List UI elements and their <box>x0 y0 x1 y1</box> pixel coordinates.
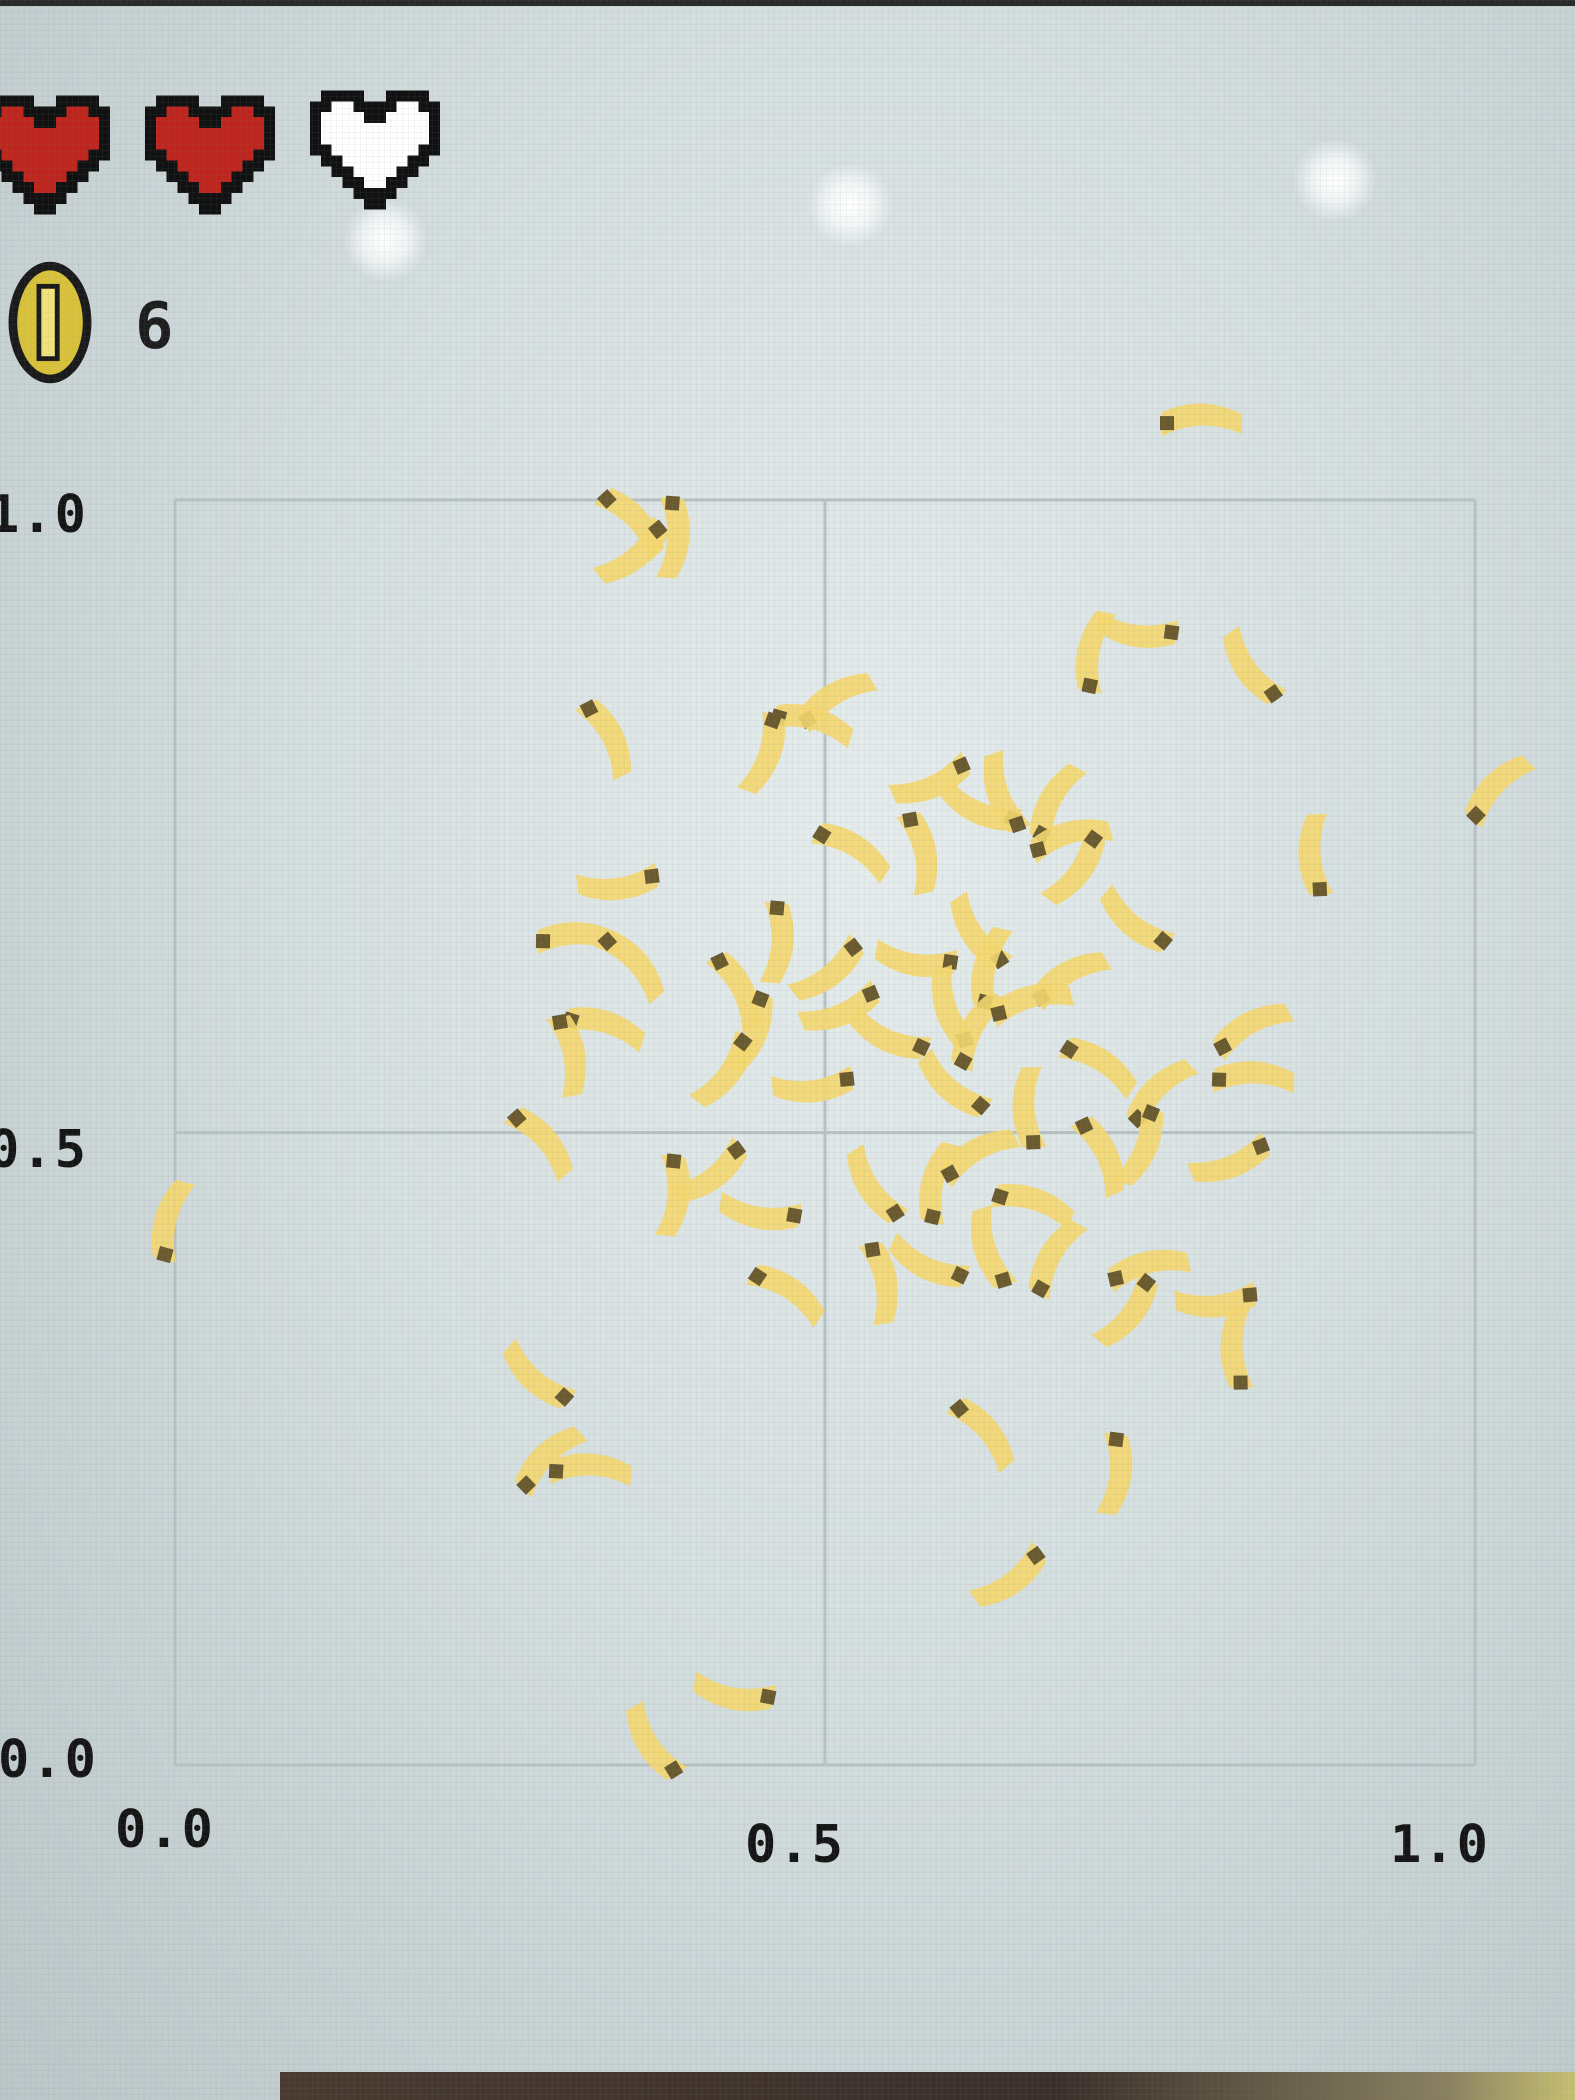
heart-full-icon <box>145 95 275 215</box>
banana-point <box>874 939 959 978</box>
banana-markers <box>151 403 1536 1780</box>
banana-point <box>990 984 1075 1028</box>
banana-point <box>858 1241 898 1326</box>
banana-point <box>1057 1037 1137 1100</box>
banana-point <box>656 495 690 579</box>
banana-point <box>592 516 669 584</box>
coin-count: 6 <box>135 290 176 364</box>
x-tick-label: 0.0 <box>115 1800 215 1860</box>
y-tick-label: 1.0 <box>0 485 88 545</box>
y-tick-label: 0.0 <box>0 1730 98 1790</box>
light-glare <box>1290 140 1380 220</box>
banana-point <box>918 1048 994 1118</box>
banana-point <box>151 1179 196 1264</box>
banana-point <box>746 1264 825 1328</box>
banana-point <box>1075 610 1117 695</box>
banana-point <box>771 1065 855 1103</box>
heart-empty-icon <box>310 90 440 210</box>
banana-point <box>1091 1270 1159 1348</box>
banana-point <box>1213 1003 1295 1061</box>
banana-point <box>946 1397 1015 1474</box>
banana-point <box>626 1700 688 1780</box>
banana-point <box>718 1191 803 1231</box>
banana-point <box>1112 1103 1164 1186</box>
banana-point <box>940 1129 1021 1188</box>
banana-point <box>1099 884 1176 953</box>
banana-point <box>1107 1249 1192 1293</box>
banana-point <box>1028 1219 1088 1300</box>
banana-point <box>548 1453 632 1487</box>
banana-point <box>846 1144 909 1224</box>
light-glare <box>805 165 895 245</box>
banana-point <box>1160 403 1242 437</box>
banana-point <box>576 862 660 901</box>
banana-point <box>736 711 786 795</box>
banana-point <box>1095 611 1180 648</box>
banana-point <box>705 952 761 1034</box>
banana-point <box>810 822 891 884</box>
banana-point <box>692 1671 777 1712</box>
banana-point <box>1220 1307 1254 1390</box>
banana-point <box>896 811 938 896</box>
banana-point <box>971 1205 1018 1289</box>
banana-point <box>888 1232 971 1288</box>
banana-point <box>546 1013 587 1098</box>
y-tick-label: 0.5 <box>0 1120 88 1180</box>
banana-point <box>502 1338 577 1409</box>
banana-point <box>759 900 794 984</box>
banana-point <box>654 1153 691 1237</box>
banana-point <box>983 749 1032 834</box>
banana-point <box>688 1030 755 1108</box>
banana-point <box>514 1426 588 1498</box>
x-tick-label: 0.5 <box>745 1815 845 1875</box>
screen-bezel-edge <box>0 0 1575 6</box>
banana-point <box>787 933 864 1001</box>
banana-point <box>1070 1116 1124 1199</box>
banana-point <box>849 1005 932 1060</box>
gold-coin-icon <box>8 261 92 384</box>
banana-point <box>575 699 632 781</box>
x-tick-label: 1.0 <box>1390 1815 1490 1875</box>
banana-point <box>968 1542 1047 1607</box>
banana-point <box>991 1184 1075 1231</box>
banana-point <box>1298 813 1334 897</box>
banana-point <box>1222 625 1287 705</box>
light-glare <box>340 200 430 280</box>
banana-point <box>670 1136 748 1203</box>
banana-point <box>503 1107 573 1182</box>
banana-point <box>1464 755 1536 829</box>
banana-point <box>1187 1132 1271 1182</box>
banana-point <box>1096 1431 1133 1515</box>
bottom-edge-strip <box>280 2072 1575 2100</box>
banana-point <box>1211 1061 1295 1094</box>
banana-point <box>1012 1066 1047 1150</box>
heart-full-icon <box>0 95 111 215</box>
banana-point <box>594 930 665 1005</box>
banana-point <box>1040 827 1106 906</box>
